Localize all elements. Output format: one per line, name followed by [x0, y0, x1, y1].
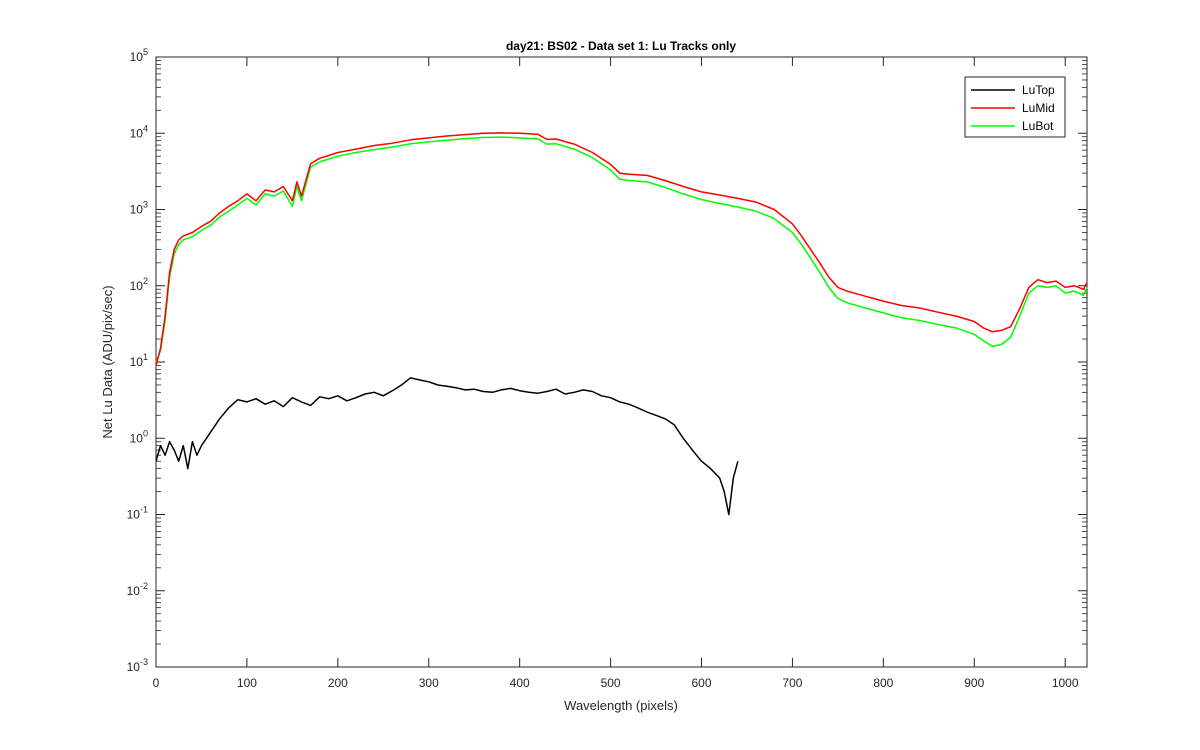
legend-label-lutop: LuTop — [1022, 83, 1055, 97]
x-tick-label: 400 — [510, 676, 530, 690]
x-axis: 0 100 200 300 400 500 600 700 800 900 1000 — [153, 57, 1079, 690]
x-tick-label: 1000 — [1052, 676, 1079, 690]
y-tick-label: 101 — [130, 352, 148, 369]
x-tick-label: 800 — [873, 676, 893, 690]
x-tick-label: 100 — [237, 676, 257, 690]
series-line-lutop — [155, 377, 739, 516]
x-tick-label: 900 — [964, 676, 984, 690]
y-tick-label: 100 — [130, 428, 148, 445]
legend: LuTop LuMid LuBot — [964, 76, 1066, 138]
chart-title: day21: BS02 - Data set 1: Lu Tracks only — [506, 39, 736, 53]
legend-label-lubot: LuBot — [1022, 119, 1054, 133]
x-tick-label: 500 — [601, 676, 621, 690]
x-tick-label: 700 — [782, 676, 802, 690]
series-line-lubot — [155, 136, 1088, 363]
y-axis-label: Net Lu Data (ADU/pix/sec) — [100, 285, 115, 438]
y-tick-label: 10-3 — [127, 657, 148, 674]
x-axis-label: Wavelength (pixels) — [564, 698, 678, 713]
y-tick-label: 10-1 — [127, 505, 148, 522]
x-tick-label: 300 — [419, 676, 439, 690]
x-tick-label: 600 — [691, 676, 711, 690]
y-tick-label: 105 — [130, 47, 148, 64]
legend-label-lumid: LuMid — [1022, 101, 1055, 115]
legend-box — [964, 76, 1066, 138]
series-line-lumid — [155, 132, 1088, 366]
y-tick-label: 10-2 — [127, 581, 148, 598]
axes-box — [155, 56, 1088, 668]
y-tick-label: 103 — [130, 200, 148, 217]
series-layer — [155, 132, 1088, 516]
y-axis: 10-3 10-2 10-1 100 101 102 103 104 105 — [127, 47, 1087, 674]
x-tick-label: 200 — [328, 676, 348, 690]
y-tick-label: 102 — [130, 276, 148, 293]
y-tick-label: 104 — [130, 123, 148, 140]
plot-area: 0 100 200 300 400 500 600 700 800 900 1000 10-310-… — [127, 47, 1088, 690]
x-tick-label: 0 — [153, 676, 160, 690]
